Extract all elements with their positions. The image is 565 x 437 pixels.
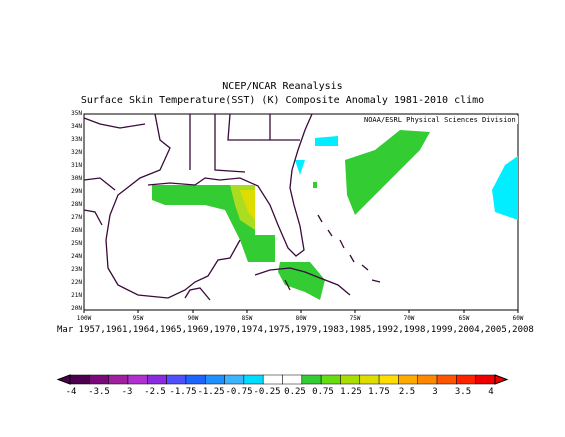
anomaly-patches xyxy=(152,130,518,300)
colorbar-label: 0.25 xyxy=(284,387,306,397)
lat-label: 24N xyxy=(71,253,82,260)
patch-atlantic xyxy=(345,130,430,215)
us-gulf-coast xyxy=(83,113,241,299)
yucatan xyxy=(184,287,211,301)
colorbar-label: -0.25 xyxy=(253,387,281,397)
patch-cyan-small xyxy=(295,160,305,175)
lon-label: 90W xyxy=(187,315,199,322)
lon-label: 70W xyxy=(403,315,415,322)
lat-label: 28N xyxy=(71,201,82,208)
colorbar-swatch xyxy=(147,374,167,385)
colorbar-arrow-right xyxy=(494,374,509,385)
colorbar-swatch xyxy=(282,374,303,385)
colorbar-label: 2.5 xyxy=(398,387,416,397)
colorbar-swatch xyxy=(243,374,264,385)
northern-gulf-shore xyxy=(147,113,313,257)
colorbar-label: -1.25 xyxy=(197,387,225,397)
colorbar-label: -4 xyxy=(65,387,77,397)
lat-label: 35N xyxy=(71,110,82,117)
colorbar-label: -2.5 xyxy=(144,387,166,397)
axis-ticks xyxy=(83,310,519,313)
chart-subtitle: Surface Skin Temperature(SST) (K) Compos… xyxy=(80,95,485,106)
colorbar-swatch xyxy=(185,374,206,385)
colorbar-swatch xyxy=(127,374,148,385)
colorbar-swatch xyxy=(378,374,399,385)
lat-label: 33N xyxy=(71,136,82,143)
colorbar-swatch xyxy=(108,374,129,385)
credit-label: NOAA/ESRL Physical Sciences Division xyxy=(362,116,518,124)
colorbar-swatch xyxy=(340,374,361,385)
lat-label: 32N xyxy=(71,149,82,156)
bahamas xyxy=(317,214,381,283)
colorbar-swatch xyxy=(475,374,496,385)
lon-label: 65W xyxy=(458,315,470,322)
colorbar-label: -3 xyxy=(121,387,133,397)
colorbar-label: 3.5 xyxy=(454,387,472,397)
colorbar-label: 3 xyxy=(432,387,438,397)
colorbar-swatch xyxy=(262,374,283,385)
colorbar-label: -0.75 xyxy=(225,387,253,397)
colorbar-swatch xyxy=(456,374,476,385)
lat-label: 34N xyxy=(71,123,82,130)
lon-label: 85W xyxy=(241,315,253,322)
patch-cuba xyxy=(278,262,325,300)
cuba xyxy=(254,267,351,296)
colorbar-label: -3.5 xyxy=(88,387,110,397)
colorbar-swatch xyxy=(417,374,438,385)
lat-label: 20N xyxy=(71,305,82,312)
colorbar-swatch xyxy=(69,374,90,385)
coastlines xyxy=(83,113,381,301)
colorbar-swatch xyxy=(301,374,322,385)
lat-label: 21N xyxy=(71,292,82,299)
patch-cyan-north xyxy=(315,136,338,146)
colorbar-swatch xyxy=(436,374,457,385)
lat-label: 31N xyxy=(71,162,82,169)
state-lines xyxy=(189,113,300,173)
lat-label: 27N xyxy=(71,214,82,221)
colorbar-swatch xyxy=(204,374,225,385)
lon-label: 60W xyxy=(512,315,524,322)
colorbar-swatch xyxy=(89,374,109,385)
colorbar-arrow-left xyxy=(56,374,71,385)
lat-label: 30N xyxy=(71,175,82,182)
colorbar-label: 1.75 xyxy=(368,387,390,397)
colorbar-label: 1.25 xyxy=(340,387,362,397)
colorbar-swatch xyxy=(359,374,380,385)
colorbar-swatch xyxy=(224,374,245,385)
colorbar-label: -1.75 xyxy=(169,387,197,397)
lat-label: 29N xyxy=(71,188,82,195)
lat-label: 25N xyxy=(71,240,82,247)
texas-rivers xyxy=(83,177,116,226)
colorbar-swatch xyxy=(398,374,418,385)
colorbar-label: 4 xyxy=(488,387,494,397)
lon-label: 80W xyxy=(295,315,307,322)
patch-big-bend-inner xyxy=(240,190,255,220)
colorbar-swatch xyxy=(320,374,341,385)
lat-label: 26N xyxy=(71,227,82,234)
composite-dates: Mar 1957,1961,1964,1965,1969,1970,1974,1… xyxy=(57,325,534,335)
colorbar-label: 0.75 xyxy=(312,387,334,397)
patch-cyan-east xyxy=(492,156,518,220)
patch-small-green xyxy=(313,182,317,188)
lon-label: 100W xyxy=(76,315,92,322)
lat-label: 23N xyxy=(71,266,82,273)
lon-label: 75W xyxy=(349,315,361,322)
chart-title: NCEP/NCAR Reanalysis xyxy=(222,81,343,92)
lat-label: 22N xyxy=(71,279,82,286)
lon-label: 95W xyxy=(132,315,144,322)
colorbar-swatch xyxy=(166,374,187,385)
